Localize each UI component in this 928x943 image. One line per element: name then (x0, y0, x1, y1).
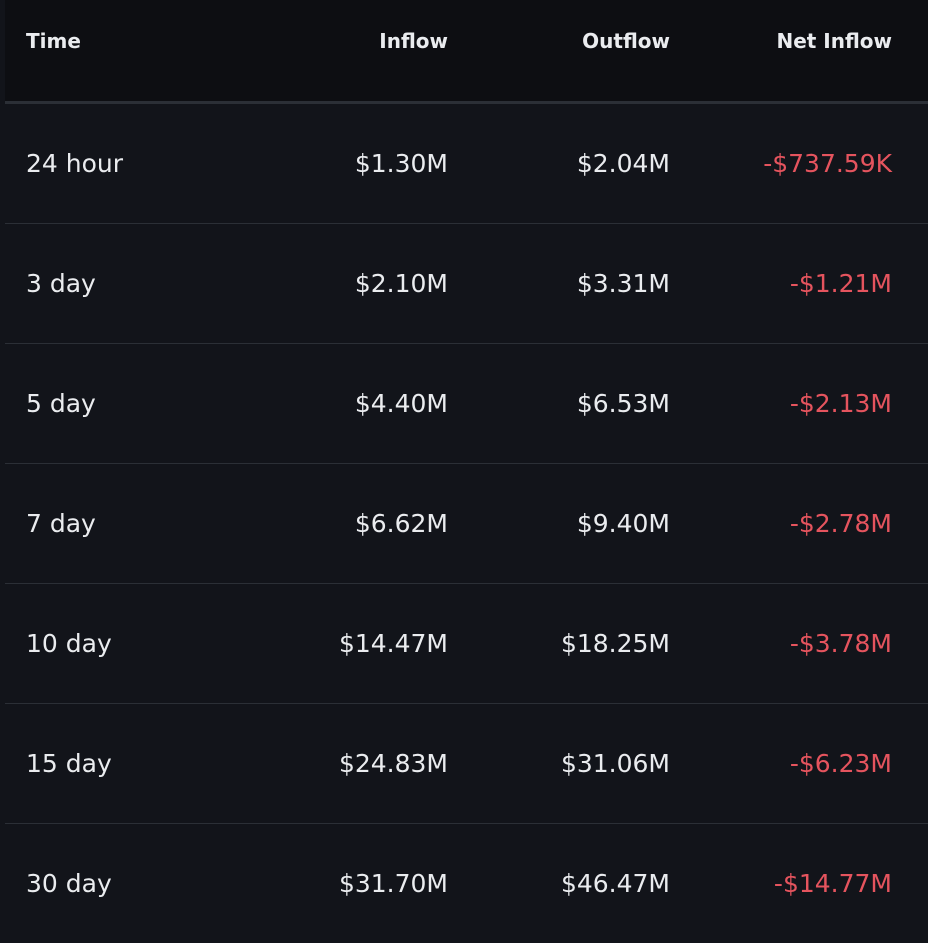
table-row: 30 day $31.70M $46.47M -$14.77M (5, 824, 928, 943)
inflow-cell: $1.30M (354, 149, 448, 178)
inflow-cell: $6.62M (354, 509, 448, 538)
outflow-cell: $31.06M (560, 749, 670, 778)
inflow-cell: $14.47M (338, 629, 448, 658)
time-cell: 3 day (26, 269, 96, 298)
time-cell: 10 day (26, 629, 112, 658)
net-inflow-cell: -$737.59K (763, 149, 892, 178)
net-inflow-cell: -$3.78M (789, 629, 892, 658)
column-header-net-inflow[interactable]: Net Inflow (776, 29, 892, 53)
outflow-cell: $46.47M (560, 869, 670, 898)
column-header-time[interactable]: Time (26, 29, 81, 53)
table-row: 15 day $24.83M $31.06M -$6.23M (5, 704, 928, 824)
inflow-cell: $4.40M (354, 389, 448, 418)
time-cell: 7 day (26, 509, 96, 538)
net-inflow-cell: -$6.23M (789, 749, 892, 778)
inflow-cell: $31.70M (338, 869, 448, 898)
net-inflow-cell: -$14.77M (773, 869, 892, 898)
column-header-outflow[interactable]: Outflow (582, 29, 670, 53)
outflow-cell: $9.40M (576, 509, 670, 538)
time-cell: 5 day (26, 389, 96, 418)
outflow-cell: $18.25M (560, 629, 670, 658)
table-row: 10 day $14.47M $18.25M -$3.78M (5, 584, 928, 704)
outflow-cell: $6.53M (576, 389, 670, 418)
table-header: Time Inflow Outflow Net Inflow (5, 0, 928, 104)
time-cell: 15 day (26, 749, 112, 778)
inflow-cell: $2.10M (354, 269, 448, 298)
table-row: 5 day $4.40M $6.53M -$2.13M (5, 344, 928, 464)
table-row: 24 hour $1.30M $2.04M -$737.59K (5, 104, 928, 224)
table-row: 3 day $2.10M $3.31M -$1.21M (5, 224, 928, 344)
time-cell: 30 day (26, 869, 112, 898)
outflow-cell: $3.31M (576, 269, 670, 298)
net-inflow-cell: -$1.21M (789, 269, 892, 298)
outflow-cell: $2.04M (576, 149, 670, 178)
column-header-inflow[interactable]: Inflow (379, 29, 448, 53)
net-inflow-cell: -$2.13M (789, 389, 892, 418)
time-cell: 24 hour (26, 149, 124, 178)
net-inflow-cell: -$2.78M (789, 509, 892, 538)
inflow-cell: $24.83M (338, 749, 448, 778)
table-row: 7 day $6.62M $9.40M -$2.78M (5, 464, 928, 584)
